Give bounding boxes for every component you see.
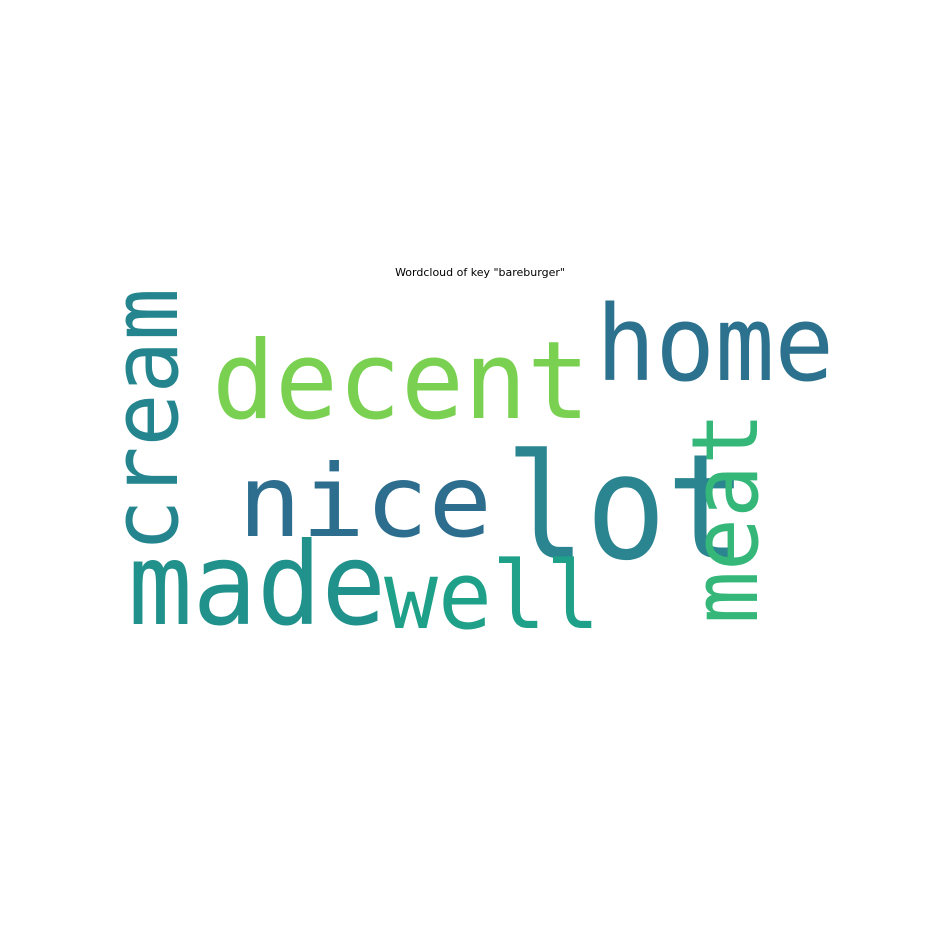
- word-home: home: [596, 283, 834, 405]
- wordcloud-title: Wordcloud of key "bareburger": [395, 266, 565, 279]
- word-decent: decent: [212, 319, 590, 444]
- word-made: made: [128, 518, 386, 651]
- word-well: well: [384, 542, 600, 651]
- word-meat: meat: [672, 412, 779, 624]
- word-lot: lot: [505, 423, 747, 593]
- word-cream: cream: [92, 288, 199, 552]
- word-nice: nice: [238, 443, 492, 560]
